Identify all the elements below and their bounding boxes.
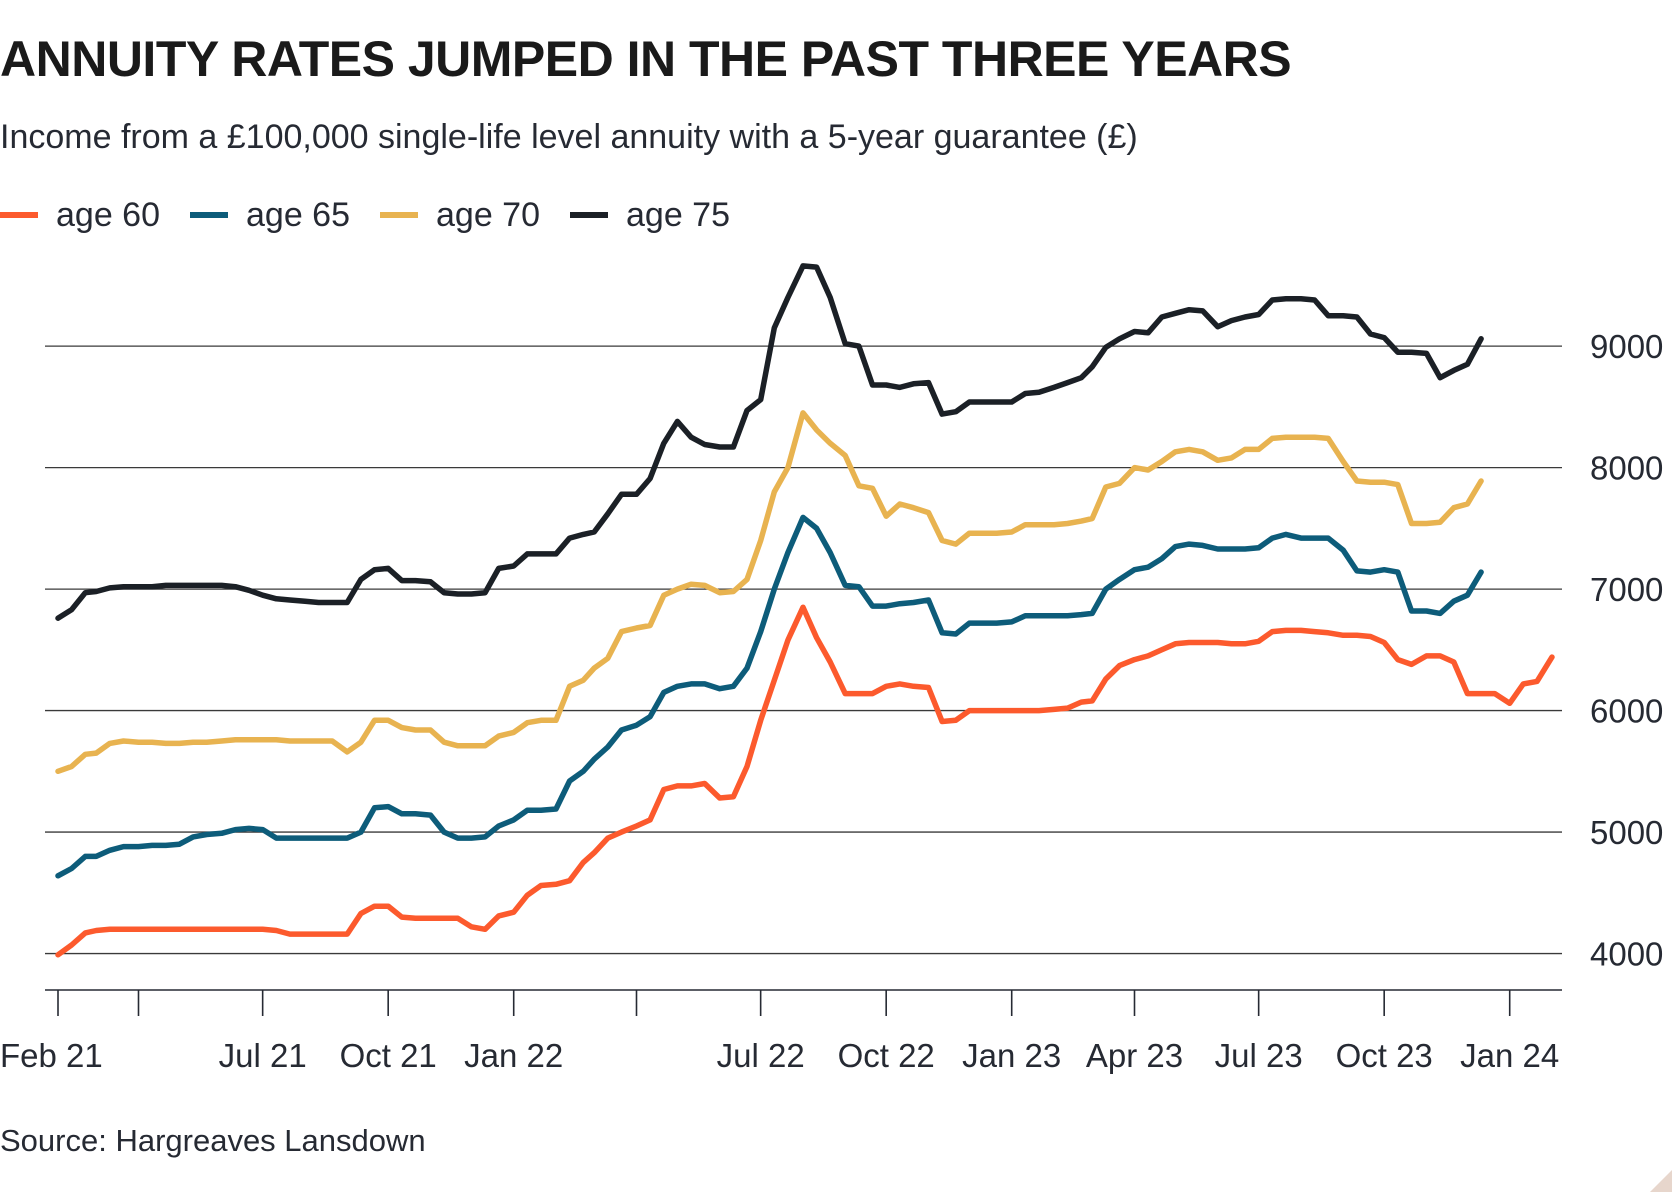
legend-label: age 60 [56, 195, 160, 234]
y-axis-labels: 4000 5000 6000 7000 8000 9000 [1590, 328, 1663, 972]
x-tick-label: Jul 23 [1215, 1037, 1303, 1074]
legend-label: age 70 [436, 195, 540, 234]
x-tick-label: Apr 23 [1086, 1037, 1183, 1074]
x-tick-label: Jan 24 [1460, 1037, 1559, 1074]
x-tick-label: Feb 21 [0, 1037, 103, 1074]
legend-label: age 75 [626, 195, 730, 234]
corner-fold-mark [1650, 1170, 1672, 1192]
x-tick-label: Oct 23 [1336, 1037, 1433, 1074]
chart-legend: age 60 age 65 age 70 age 75 [0, 192, 760, 238]
y-tick-label: 9000 [1590, 328, 1663, 365]
x-tick-label: Oct 21 [340, 1037, 437, 1074]
legend-swatch [570, 212, 608, 218]
legend-swatch [380, 212, 418, 218]
y-tick-label: 4000 [1590, 936, 1663, 973]
y-tick-label: 8000 [1590, 450, 1663, 487]
x-tick-label: Jan 22 [464, 1037, 563, 1074]
series-lines [55, 263, 1555, 958]
legend-item: age 65 [190, 196, 350, 235]
legend-swatch [0, 212, 38, 218]
legend-item: age 60 [0, 196, 160, 235]
gridlines [45, 345, 1562, 955]
series-line-age-65 [55, 514, 1484, 879]
source-note: Source: Hargreaves Lansdown [0, 1123, 426, 1158]
legend-item: age 75 [570, 196, 730, 235]
series-line-age-60 [55, 604, 1555, 958]
legend-label: age 65 [246, 195, 350, 234]
chart-title: ANNUITY RATES JUMPED IN THE PAST THREE Y… [0, 31, 1292, 87]
x-tick-label: Jan 23 [962, 1037, 1061, 1074]
legend-item: age 70 [380, 196, 540, 235]
x-tick-label: Oct 22 [838, 1037, 935, 1074]
series-line-age-75 [55, 263, 1484, 621]
y-tick-label: 5000 [1590, 814, 1663, 851]
y-tick-label: 7000 [1590, 571, 1663, 608]
x-tick-label: Jul 21 [219, 1037, 307, 1074]
x-tick-label: Jul 22 [717, 1037, 805, 1074]
legend-swatch [190, 212, 228, 218]
y-tick-label: 6000 [1590, 693, 1663, 730]
series-line-age-70 [55, 410, 1484, 775]
chart-subtitle: Income from a £100,000 single-life level… [0, 118, 1138, 156]
x-axis: Feb 21 Jul 21 Oct 21 Jan 22 Jul 22 Oct 22 Jan … [0, 989, 1562, 1074]
